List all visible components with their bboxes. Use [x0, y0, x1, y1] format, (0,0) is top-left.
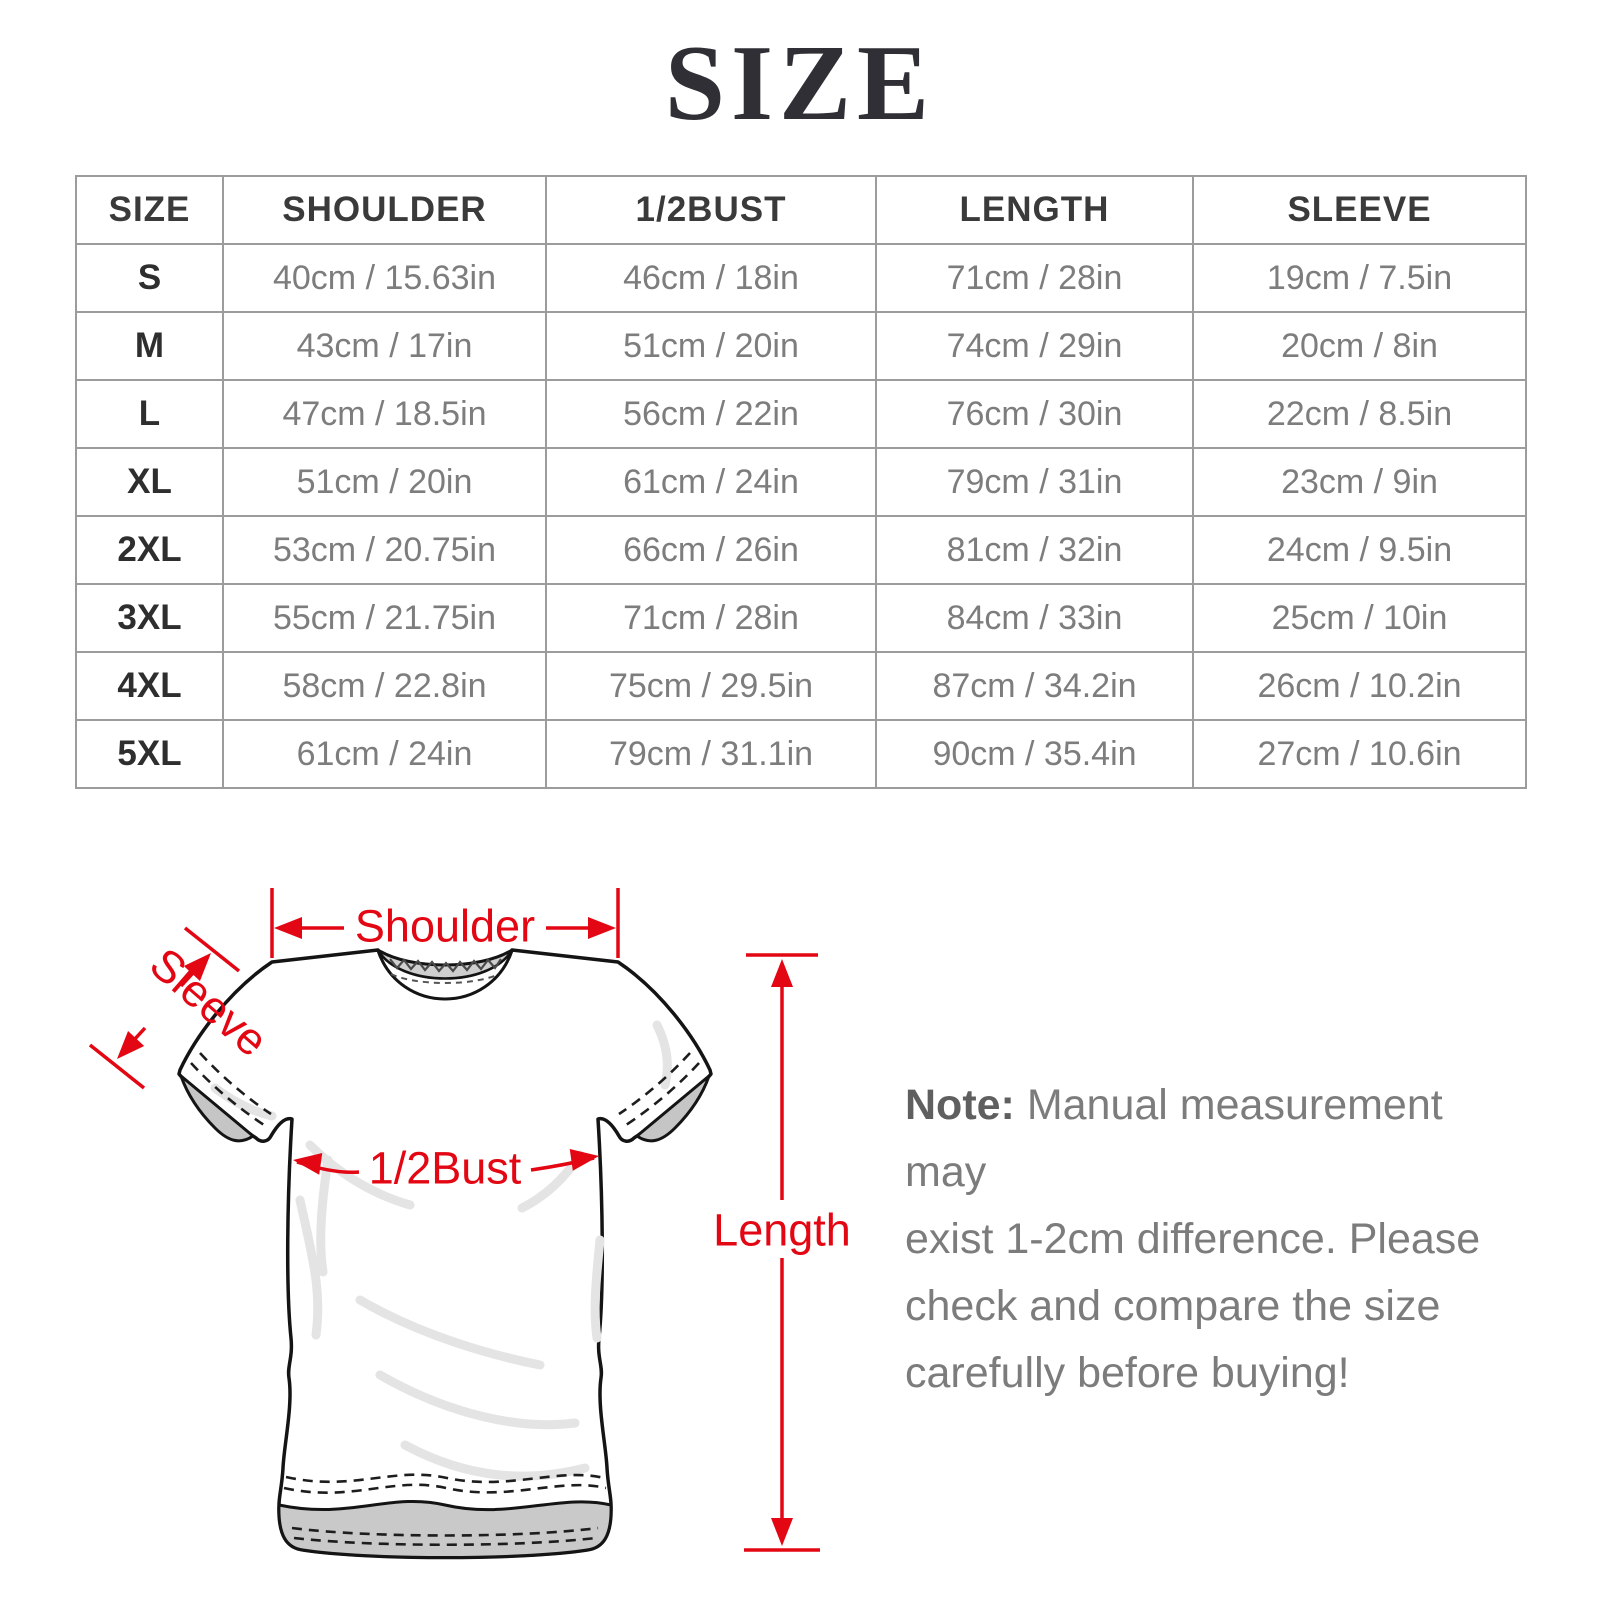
- cell-shoulder: 51cm / 20in: [222, 447, 547, 517]
- table-header-row: SIZE SHOULDER 1/2BUST LENGTH SLEEVE: [75, 175, 1527, 245]
- cell-shoulder: 53cm / 20.75in: [222, 515, 547, 585]
- table-row: 5XL 61cm / 24in 79cm / 31.1in 90cm / 35.…: [75, 719, 1527, 789]
- table-row: L 47cm / 18.5in 56cm / 22in 76cm / 30in …: [75, 379, 1527, 449]
- cell-halfbust: 46cm / 18in: [545, 243, 877, 313]
- cell-length: 79cm / 31in: [875, 447, 1194, 517]
- table-row: M 43cm / 17in 51cm / 20in 74cm / 29in 20…: [75, 311, 1527, 381]
- half-bust-label: 1/2Bust: [369, 1143, 522, 1194]
- cell-halfbust: 56cm / 22in: [545, 379, 877, 449]
- collar-stitch-zigzag: [389, 958, 502, 973]
- half-bust-measure-arrow: 1/2Bust: [293, 1143, 599, 1194]
- shoulder-label: Shoulder: [355, 901, 535, 952]
- page-title: SIZE: [664, 24, 936, 143]
- cell-length: 90cm / 35.4in: [875, 719, 1194, 789]
- cell-sleeve: 27cm / 10.6in: [1192, 719, 1527, 789]
- tshirt-right-cuff: [635, 1074, 711, 1143]
- cell-halfbust: 66cm / 26in: [545, 515, 877, 585]
- cell-size: L: [75, 379, 224, 449]
- cell-size: 4XL: [75, 651, 224, 721]
- cell-length: 81cm / 32in: [875, 515, 1194, 585]
- table-row: 2XL 53cm / 20.75in 66cm / 26in 81cm / 32…: [75, 515, 1527, 585]
- cell-halfbust: 51cm / 20in: [545, 311, 877, 381]
- cell-length: 74cm / 29in: [875, 311, 1194, 381]
- note-line: Manual measurement may: [905, 1081, 1443, 1196]
- cell-halfbust: 71cm / 28in: [545, 583, 877, 653]
- note-text: Note: Manual measurement may exist 1-2cm…: [905, 1072, 1520, 1407]
- table-row: 4XL 58cm / 22.8in 75cm / 29.5in 87cm / 3…: [75, 651, 1527, 721]
- size-table: SIZE SHOULDER 1/2BUST LENGTH SLEEVE S 40…: [75, 175, 1527, 789]
- collar-stitch-dashed: [390, 973, 500, 984]
- cell-sleeve: 23cm / 9in: [1192, 447, 1527, 517]
- tshirt-collar-band: [376, 948, 514, 1001]
- column-header-shoulder: SHOULDER: [222, 175, 547, 245]
- note-line: carefully before buying!: [905, 1349, 1350, 1397]
- table-row: S 40cm / 15.63in 46cm / 18in 71cm / 28in…: [75, 243, 1527, 313]
- cell-shoulder: 40cm / 15.63in: [222, 243, 547, 313]
- cell-shoulder: 58cm / 22.8in: [222, 651, 547, 721]
- cell-sleeve: 26cm / 10.2in: [1192, 651, 1527, 721]
- cell-sleeve: 24cm / 9.5in: [1192, 515, 1527, 585]
- cell-sleeve: 20cm / 8in: [1192, 311, 1527, 381]
- note-line: check and compare the size: [905, 1282, 1441, 1330]
- tshirt-left-cuff: [179, 1074, 255, 1143]
- shoulder-measure-arrow: Shoulder: [270, 888, 620, 958]
- table-row: 3XL 55cm / 21.75in 71cm / 28in 84cm / 33…: [75, 583, 1527, 653]
- cell-shoulder: 61cm / 24in: [222, 719, 547, 789]
- tshirt-illustration: [177, 948, 713, 1560]
- note-prefix: Note:: [905, 1081, 1015, 1129]
- measurement-diagram: Shoulder Sleeve 1/2Bust Length: [88, 888, 851, 1560]
- cell-length: 76cm / 30in: [875, 379, 1194, 449]
- length-label: Length: [713, 1205, 851, 1256]
- table-row: XL 51cm / 20in 61cm / 24in 79cm / 31in 2…: [75, 447, 1527, 517]
- column-header-sleeve: SLEEVE: [1192, 175, 1527, 245]
- cell-size: M: [75, 311, 224, 381]
- tshirt-hem-band: [277, 1499, 613, 1559]
- cell-halfbust: 79cm / 31.1in: [545, 719, 877, 789]
- column-header-size: SIZE: [75, 175, 224, 245]
- cell-sleeve: 19cm / 7.5in: [1192, 243, 1527, 313]
- length-measure-arrow: Length: [713, 953, 851, 1552]
- cell-length: 87cm / 34.2in: [875, 651, 1194, 721]
- column-header-halfbust: 1/2BUST: [545, 175, 877, 245]
- cell-size: 2XL: [75, 515, 224, 585]
- cell-length: 71cm / 28in: [875, 243, 1194, 313]
- cell-size: XL: [75, 447, 224, 517]
- cell-size: 5XL: [75, 719, 224, 789]
- cell-size: S: [75, 243, 224, 313]
- cell-sleeve: 25cm / 10in: [1192, 583, 1527, 653]
- note-line: exist 1-2cm difference. Please: [905, 1215, 1481, 1263]
- cell-sleeve: 22cm / 8.5in: [1192, 379, 1527, 449]
- cell-size: 3XL: [75, 583, 224, 653]
- cell-halfbust: 61cm / 24in: [545, 447, 877, 517]
- cell-shoulder: 43cm / 17in: [222, 311, 547, 381]
- cell-halfbust: 75cm / 29.5in: [545, 651, 877, 721]
- cell-shoulder: 47cm / 18.5in: [222, 379, 547, 449]
- column-header-length: LENGTH: [875, 175, 1194, 245]
- cell-shoulder: 55cm / 21.75in: [222, 583, 547, 653]
- cell-length: 84cm / 33in: [875, 583, 1194, 653]
